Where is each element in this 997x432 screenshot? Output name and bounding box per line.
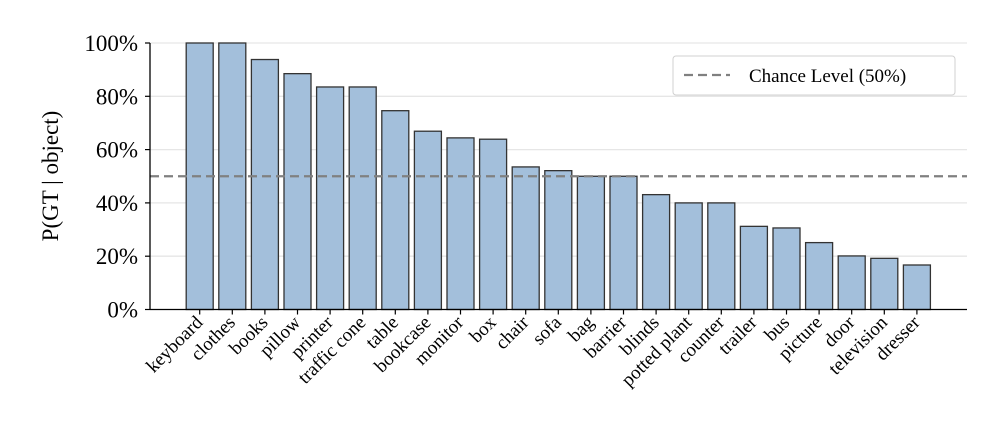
bar-trailer <box>739 225 769 311</box>
bar-picture <box>804 241 834 311</box>
y-tick-label: 100% <box>84 31 138 56</box>
bar-television <box>870 257 899 311</box>
x-tick-label: sofa <box>529 312 567 350</box>
bar-bus <box>772 227 801 311</box>
legend-box <box>672 55 956 96</box>
y-axis-label: P(GT | object) <box>38 111 63 242</box>
bar-potted-plant <box>674 202 703 311</box>
bar-pillow <box>283 72 312 311</box>
bar-table <box>381 110 410 311</box>
bar-door <box>837 255 866 311</box>
bar-box <box>478 138 508 311</box>
bar-books <box>250 58 280 311</box>
x-tick-label: trailer <box>715 312 762 359</box>
x-tick-label: chair <box>492 312 534 354</box>
y-tick-label: 60% <box>96 138 138 163</box>
bar-sofa <box>544 170 573 311</box>
y-tick-label: 20% <box>96 244 138 269</box>
bar-blinds <box>641 193 671 311</box>
legend-label: Chance Level (50%) <box>749 66 906 87</box>
x-axis-ticks: keyboardclothesbookspillowprintertraffic… <box>142 309 925 391</box>
bar-dresser <box>902 264 932 311</box>
bar-traffic-cone <box>348 86 377 311</box>
bar-printer <box>315 86 345 311</box>
bar-bag <box>576 175 606 311</box>
y-tick-label: 40% <box>96 191 138 216</box>
bar-chair <box>511 166 540 311</box>
bar-monitor <box>446 137 475 311</box>
bars <box>185 42 932 311</box>
bar-bookcase <box>413 130 443 311</box>
legend: Chance Level (50%) <box>672 55 956 96</box>
y-tick-label: 0% <box>107 298 138 323</box>
bar-barrier <box>609 175 638 311</box>
y-tick-label: 80% <box>96 84 138 109</box>
bar-counter <box>707 202 736 311</box>
y-axis-ticks: 0% 20% 40% 60% 80% 100% <box>84 31 150 323</box>
